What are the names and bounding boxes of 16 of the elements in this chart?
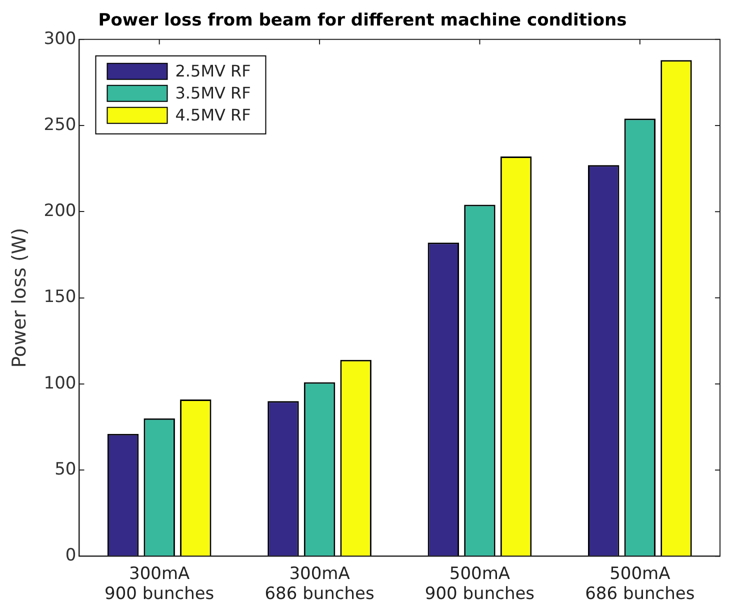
y-axis-title: Power loss (W): [8, 228, 30, 368]
legend-label: 4.5MV RF: [175, 106, 251, 125]
chart-title: Power loss from beam for different machine conditions: [98, 10, 627, 31]
y-tick-label: 50: [54, 459, 76, 480]
x-tick-label: 500mA 900 bunches: [424, 564, 535, 604]
y-tick-label: 0: [65, 546, 76, 566]
y-tick-label: 150: [44, 287, 76, 308]
y-tick-label: 250: [44, 114, 76, 135]
x-tick-label: 300mA 686 bunches: [264, 564, 374, 604]
y-tick-label: 100: [44, 373, 76, 394]
legend-label: 2.5MV RF: [175, 62, 251, 81]
x-tick-label: 300mA 900 bunches: [104, 564, 214, 604]
y-tick-label: 300: [44, 28, 76, 49]
y-tick-label: 200: [44, 201, 76, 222]
legend-label: 3.5MV RF: [175, 84, 251, 103]
x-tick-label: 500mA 686 bunches: [585, 564, 695, 604]
